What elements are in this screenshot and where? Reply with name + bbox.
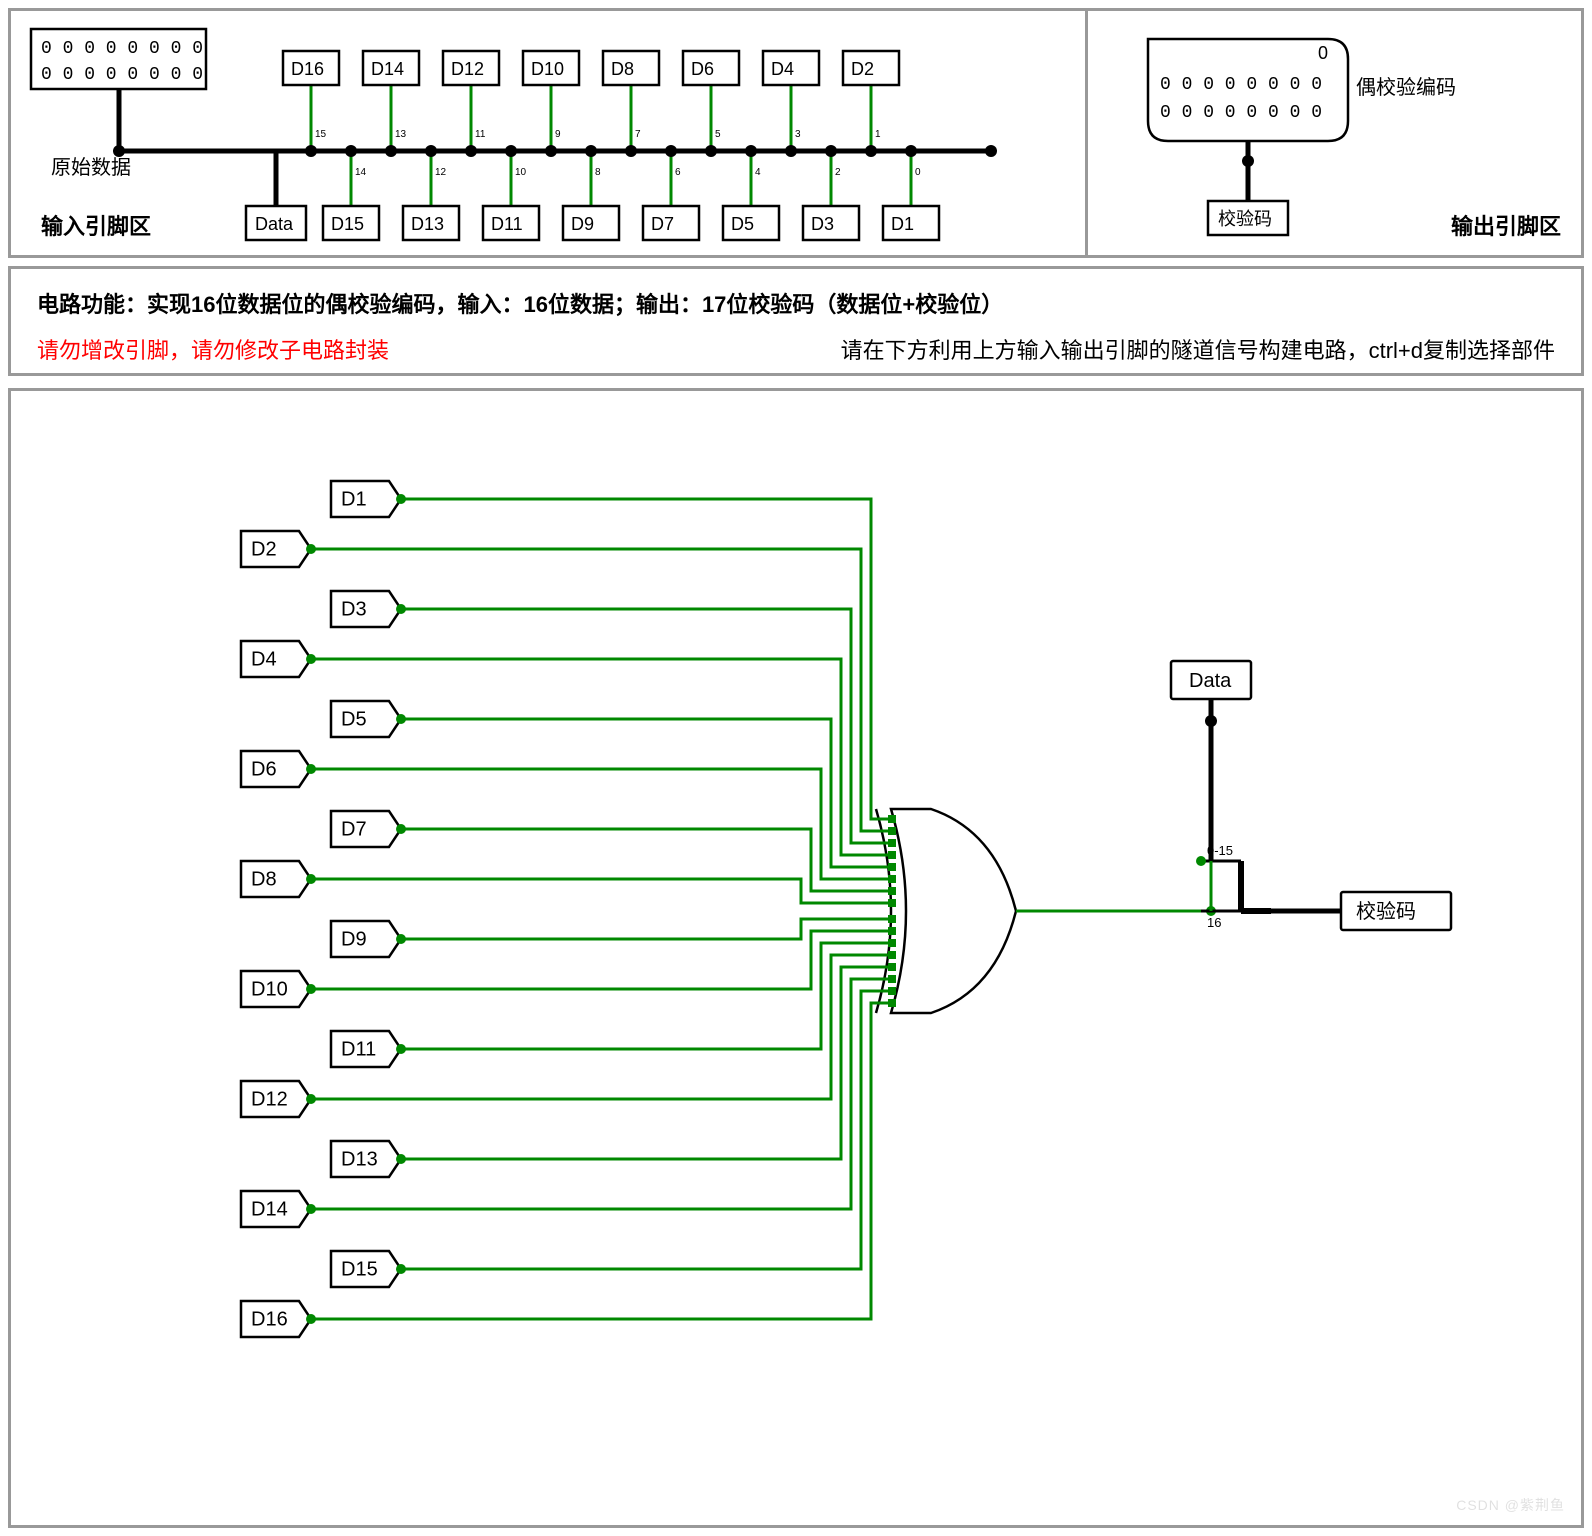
desc-warn: 请勿增改引脚，请勿修改子电路封装	[37, 333, 389, 365]
svg-text:D12: D12	[451, 59, 484, 79]
svg-text:14: 14	[355, 167, 367, 178]
checksum-output-text: 校验码	[1356, 900, 1416, 923]
svg-text:D3: D3	[341, 598, 367, 620]
svg-text:0 0 0 0 0 0 0 0: 0 0 0 0 0 0 0 0	[1160, 103, 1322, 123]
svg-text:D15: D15	[331, 214, 364, 234]
svg-text:D7: D7	[651, 214, 674, 234]
svg-text:D8: D8	[251, 868, 277, 890]
parity-gate	[876, 809, 1016, 1013]
wire-D8	[311, 879, 891, 903]
wire-D13	[401, 967, 891, 1159]
svg-text:D13: D13	[411, 214, 444, 234]
svg-text:D2: D2	[851, 59, 874, 79]
svg-text:D6: D6	[691, 59, 714, 79]
svg-text:15: 15	[315, 129, 327, 140]
watermark: CSDN @紫荆鱼	[1456, 1495, 1565, 1515]
svg-text:2: 2	[835, 167, 841, 178]
svg-text:D10: D10	[531, 59, 564, 79]
svg-text:D15: D15	[341, 1258, 378, 1280]
desc-line1: 电路功能：实现16位数据位的偶校验编码，输入：16位数据；输出：17位校验码（数…	[37, 287, 1555, 319]
svg-text:D6: D6	[251, 758, 277, 780]
zeros-row-1: 0 0 0 0 0 0 0 0	[41, 39, 203, 59]
zeros-row-2: 0 0 0 0 0 0 0 0	[41, 65, 203, 85]
svg-text:D14: D14	[251, 1198, 288, 1220]
svg-text:4: 4	[755, 167, 761, 178]
parity-encode-label: 偶校验编码	[1356, 71, 1456, 100]
svg-text:D9: D9	[341, 928, 367, 950]
svg-text:6: 6	[675, 167, 681, 178]
svg-text:0 0 0 0 0 0 0 0: 0 0 0 0 0 0 0 0	[1160, 75, 1322, 95]
svg-text:5: 5	[715, 129, 721, 140]
circuit-svg: D1D2D3D4D5D6D7D8D9D10D11D12D13D14D15D16 …	[11, 391, 1581, 1525]
svg-text:12: 12	[435, 167, 447, 178]
description-panel: 电路功能：实现16位数据位的偶校验编码，输入：16位数据；输出：17位校验码（数…	[8, 266, 1584, 376]
output-zero: 0	[1318, 43, 1328, 63]
input-region-label: 输入引脚区	[41, 209, 151, 241]
svg-text:3: 3	[795, 129, 801, 140]
svg-text:D10: D10	[251, 978, 288, 1000]
svg-text:D12: D12	[251, 1088, 288, 1110]
checksum-tunnel-label: 校验码	[1218, 209, 1272, 229]
svg-text:13: 13	[395, 129, 407, 140]
wire-D14	[311, 979, 891, 1209]
data-tunnel-label: Data	[255, 214, 294, 234]
svg-text:D9: D9	[571, 214, 594, 234]
svg-text:D5: D5	[731, 214, 754, 234]
wire-D15	[401, 991, 891, 1269]
svg-text:D4: D4	[251, 648, 277, 670]
output-region-label: 输出引脚区	[1451, 209, 1561, 241]
wire-D2	[311, 549, 891, 831]
svg-text:1: 1	[875, 129, 881, 140]
wire-D9	[401, 919, 891, 939]
svg-text:0: 0	[915, 167, 921, 178]
svg-text:10: 10	[515, 167, 527, 178]
svg-text:D1: D1	[891, 214, 914, 234]
splitter-bit: 16	[1207, 915, 1221, 930]
splitter-range: 0-15	[1207, 843, 1233, 858]
svg-text:7: 7	[635, 129, 641, 140]
svg-text:D3: D3	[811, 214, 834, 234]
input-pin-region: 0 0 0 0 0 0 0 0 0 0 0 0 0 0 0 0 Data D16…	[8, 8, 1088, 258]
wire-D3	[401, 609, 891, 843]
desc-hint: 请在下方利用上方输入输出引脚的隧道信号构建电路，ctrl+d复制选择部件	[841, 333, 1555, 365]
svg-text:D1: D1	[341, 488, 367, 510]
raw-data-label: 原始数据	[51, 151, 131, 180]
svg-text:8: 8	[595, 167, 601, 178]
svg-text:D11: D11	[491, 214, 523, 234]
svg-text:9: 9	[555, 129, 561, 140]
wire-D7	[401, 829, 891, 891]
svg-text:D7: D7	[341, 818, 367, 840]
svg-text:D11: D11	[341, 1038, 376, 1060]
wire-D12	[311, 955, 891, 1099]
wire-D11	[401, 943, 891, 1049]
output-pin-region: 0 0 0 0 0 0 0 0 0 0 0 0 0 0 0 0 0 校验码 偶校…	[1088, 8, 1584, 258]
top-row: 0 0 0 0 0 0 0 0 0 0 0 0 0 0 0 0 Data D16…	[8, 8, 1584, 258]
svg-text:D16: D16	[291, 59, 324, 79]
svg-text:D2: D2	[251, 538, 277, 560]
data-tunnel-text: Data	[1189, 670, 1232, 692]
input-pin-svg: 0 0 0 0 0 0 0 0 0 0 0 0 0 0 0 0 Data D16…	[11, 11, 1085, 255]
svg-text:D16: D16	[251, 1308, 288, 1330]
svg-text:D8: D8	[611, 59, 634, 79]
svg-text:D5: D5	[341, 708, 367, 730]
svg-text:D4: D4	[771, 59, 794, 79]
svg-text:11: 11	[475, 129, 486, 140]
svg-text:D14: D14	[371, 59, 404, 79]
main-circuit-panel: D1D2D3D4D5D6D7D8D9D10D11D12D13D14D15D16 …	[8, 388, 1584, 1528]
svg-text:D13: D13	[341, 1148, 378, 1170]
wire-D5	[401, 719, 891, 867]
